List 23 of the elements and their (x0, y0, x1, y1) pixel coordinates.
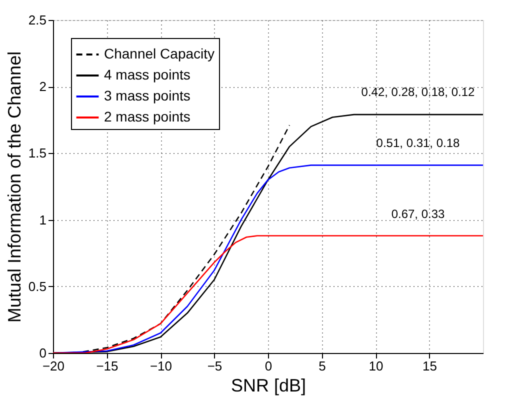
y-tick-label: 0 (39, 346, 46, 360)
annotation: 0.51, 0.31, 0.18 (376, 136, 460, 150)
legend-label: 2 mass points (104, 108, 190, 124)
x-tick-label: −20 (42, 358, 65, 374)
annotation: 0.42, 0.28, 0.18, 0.12 (361, 85, 476, 99)
legend-label: 4 mass points (104, 66, 190, 82)
x-tick-label: 5 (318, 358, 326, 374)
legend-label: 3 mass points (104, 88, 190, 104)
x-tick-label: −10 (150, 358, 172, 374)
x-tick-label: 0 (264, 358, 272, 374)
legend-label: Channel Capacity (104, 46, 215, 62)
y-tick-label: 2 (39, 79, 46, 94)
y-axis-title: Mutual Information of the Channel (4, 51, 24, 323)
y-tick-label: 1.5 (28, 146, 46, 161)
y-tick-label: 1 (39, 212, 46, 228)
y-tick-label: 0.5 (28, 278, 46, 294)
annotation: 0.67, 0.33 (391, 207, 446, 221)
x-tick-label: 10 (368, 358, 384, 374)
x-tick-label: −5 (207, 358, 222, 374)
x-tick-label: 15 (422, 358, 437, 374)
x-tick-label: −15 (96, 358, 118, 374)
y-tick-label: 2.5 (28, 12, 46, 28)
x-axis-title: SNR [dB] (230, 376, 306, 396)
